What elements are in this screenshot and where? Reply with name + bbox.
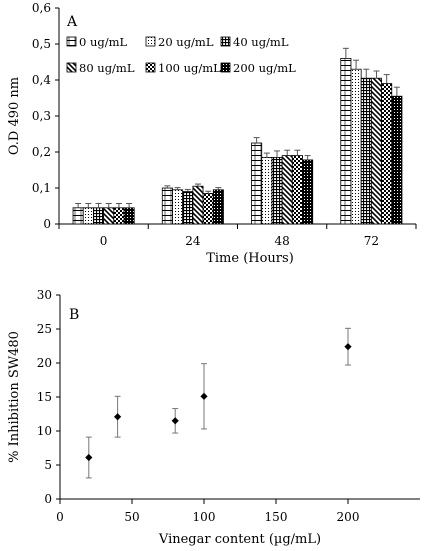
y-tick-label: 20 bbox=[37, 356, 52, 370]
panel-a-x-axis-title: Time (Hours) bbox=[206, 251, 294, 266]
panel-a-bar-chart: 0 0,1 0,2 0,3 0,4 0,5 0,6 0 24 48 72 0 ug/mL 20 ug… bbox=[7, 1, 417, 266]
y-tick-label: 25 bbox=[37, 322, 52, 336]
panel-b-x-ticks: 0 50 100 150 200 bbox=[56, 499, 359, 524]
y-tick-label: 10 bbox=[37, 424, 52, 438]
bar bbox=[182, 191, 194, 225]
x-tick-label: 200 bbox=[337, 510, 360, 524]
bar bbox=[202, 192, 214, 225]
legend-label: 100 ug/mL bbox=[158, 61, 221, 75]
bar bbox=[212, 189, 224, 225]
bar bbox=[93, 207, 105, 225]
bar bbox=[370, 77, 382, 225]
x-tick-label: 48 bbox=[274, 234, 289, 248]
legend-label: 0 ug/mL bbox=[79, 35, 128, 49]
bar bbox=[302, 159, 314, 225]
bar bbox=[82, 207, 94, 225]
bar bbox=[350, 68, 362, 225]
bar bbox=[391, 95, 403, 225]
panel-a-label: A bbox=[66, 14, 78, 30]
bar bbox=[103, 207, 115, 225]
data-point bbox=[114, 413, 122, 421]
bar bbox=[381, 83, 393, 225]
bar bbox=[72, 207, 84, 225]
legend-label: 20 ug/mL bbox=[158, 35, 214, 49]
bar bbox=[261, 156, 273, 225]
panel-b-y-axis-title: % Inhibition SW480 bbox=[7, 331, 22, 463]
panel-b-label: B bbox=[69, 307, 79, 323]
legend-swatch bbox=[66, 36, 77, 47]
y-tick-label: 0,4 bbox=[32, 73, 51, 87]
y-tick-label: 30 bbox=[37, 288, 52, 302]
y-tick-label: 15 bbox=[37, 390, 52, 404]
legend-swatch bbox=[220, 62, 231, 73]
x-tick-label: 100 bbox=[193, 510, 216, 524]
x-tick-label: 24 bbox=[185, 234, 201, 248]
panel-a-x-ticks: 0 24 48 72 bbox=[58, 224, 417, 248]
bar bbox=[161, 187, 173, 225]
x-tick-label: 0 bbox=[100, 234, 108, 248]
panel-b-x-axis-title: Vinegar content (µg/mL) bbox=[158, 532, 321, 547]
y-tick-label: 0 bbox=[43, 217, 51, 231]
x-tick-label: 0 bbox=[56, 510, 64, 524]
bar bbox=[340, 58, 352, 225]
y-tick-label: 0 bbox=[44, 492, 52, 506]
data-point bbox=[171, 417, 179, 425]
bar bbox=[113, 207, 125, 225]
data-point bbox=[85, 453, 93, 462]
data-point bbox=[200, 392, 208, 400]
legend-swatch bbox=[145, 62, 156, 73]
legend-swatch bbox=[220, 36, 231, 47]
legend-label: 40 ug/mL bbox=[233, 35, 289, 49]
panel-a-bars bbox=[72, 47, 403, 225]
panel-a-y-ticks: 0 0,1 0,2 0,3 0,4 0,5 0,6 bbox=[32, 1, 59, 231]
bar bbox=[281, 155, 293, 225]
data-point bbox=[344, 343, 352, 351]
x-tick-label: 150 bbox=[265, 510, 288, 524]
legend-label: 200 ug/mL bbox=[233, 61, 296, 75]
panel-b-points bbox=[85, 327, 352, 479]
bar bbox=[123, 207, 135, 225]
y-tick-label: 5 bbox=[44, 458, 52, 472]
legend-label: 80 ug/mL bbox=[79, 61, 135, 75]
bar bbox=[271, 156, 283, 225]
bar bbox=[360, 77, 372, 225]
y-tick-label: 0,2 bbox=[32, 145, 51, 159]
y-tick-label: 0,6 bbox=[32, 1, 51, 15]
y-tick-label: 0,5 bbox=[32, 37, 51, 51]
legend-swatch bbox=[145, 36, 156, 47]
y-tick-label: 0,3 bbox=[32, 109, 51, 123]
bar bbox=[291, 155, 303, 225]
bar bbox=[251, 142, 263, 225]
panel-a-y-axis-title: O.D 490 nm bbox=[7, 77, 22, 155]
bar bbox=[192, 185, 204, 225]
y-tick-label: 0,1 bbox=[32, 181, 51, 195]
x-tick-label: 50 bbox=[124, 510, 139, 524]
panel-a-legend: 0 ug/mL 20 ug/mL 40 ug/mL 80 ug/mL 100 ug/mL… bbox=[66, 35, 296, 75]
panel-b-scatter-chart: 0 5 10 15 20 25 30 0 50 100 150 200 B Vinegar cont… bbox=[7, 288, 420, 547]
panel-b-y-ticks: 0 5 10 15 20 25 30 bbox=[37, 288, 60, 506]
legend-swatch bbox=[66, 62, 77, 73]
bar bbox=[172, 189, 184, 225]
x-tick-label: 72 bbox=[364, 234, 379, 248]
